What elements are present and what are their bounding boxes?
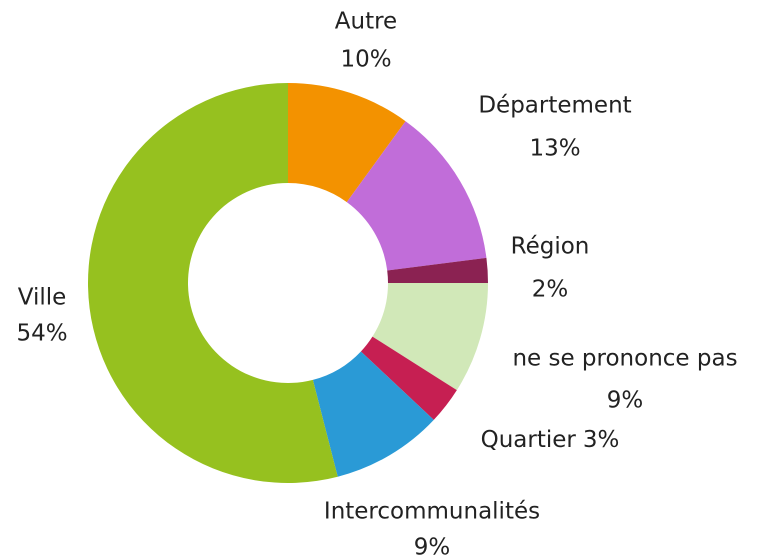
slice-label: Quartier 3% — [481, 427, 620, 453]
category-label: Département — [478, 93, 631, 119]
donut-slice — [346, 121, 487, 271]
donut-slice — [360, 336, 457, 420]
donut-slice — [312, 351, 434, 477]
value-label: 54% — [16, 321, 67, 347]
donut-slice — [288, 83, 406, 203]
donut-slice — [372, 283, 488, 391]
value-label: 9% — [607, 388, 644, 414]
value-label: 10% — [340, 47, 391, 73]
category-label: Intercommunalités — [324, 499, 540, 525]
category-label: Ville — [18, 285, 67, 311]
category-label: Région — [511, 234, 590, 260]
value-label: 3% — [583, 427, 620, 453]
donut-slice — [387, 257, 488, 283]
category-label: Quartier — [481, 427, 577, 453]
donut-slice — [87, 83, 338, 484]
value-label: 13% — [529, 136, 580, 162]
category-label: Autre — [335, 9, 397, 35]
value-label: 9% — [414, 535, 451, 558]
value-label: 2% — [532, 277, 569, 303]
category-label: ne se prononce pas — [512, 346, 737, 372]
